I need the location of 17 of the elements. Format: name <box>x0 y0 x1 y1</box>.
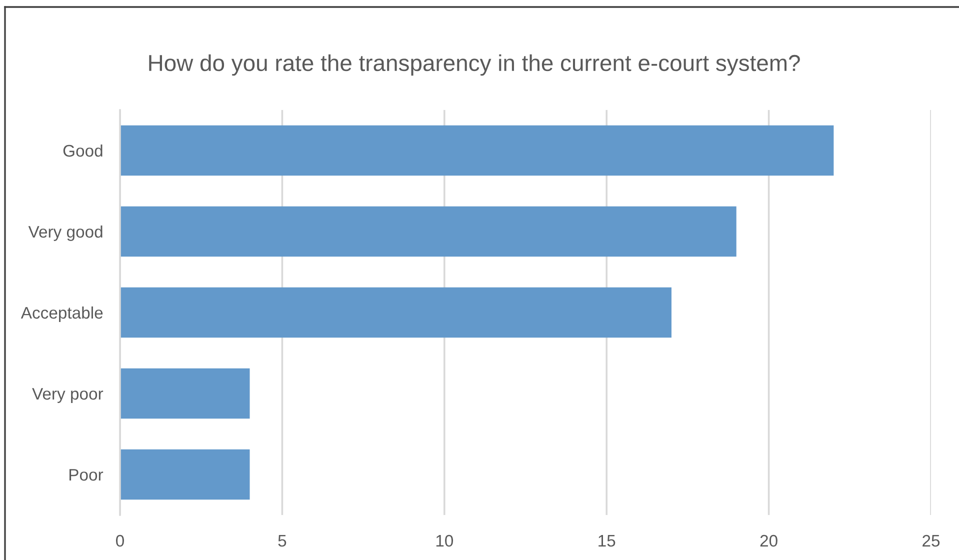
y-tick-label: Very poor <box>32 388 104 403</box>
bar <box>120 368 250 419</box>
bar <box>120 449 250 500</box>
x-tick-label: 0 <box>116 534 124 547</box>
y-tick-label: Good <box>63 144 102 157</box>
y-tick-label: Very good <box>28 225 102 241</box>
x-tick-label: 5 <box>278 535 286 547</box>
x-tick-label: 15 <box>598 535 616 547</box>
bar <box>120 125 834 176</box>
chart-title: How do you rate the transparency in the current e-court system? <box>149 54 800 76</box>
x-tick-label: 25 <box>922 534 940 547</box>
bar <box>120 206 736 257</box>
x-tick-label: 20 <box>760 534 778 547</box>
x-tick-label: 10 <box>436 534 454 547</box>
y-tick-label: Poor <box>69 469 104 481</box>
y-tick-label: Acceptable <box>20 306 103 322</box>
bar <box>120 287 672 338</box>
